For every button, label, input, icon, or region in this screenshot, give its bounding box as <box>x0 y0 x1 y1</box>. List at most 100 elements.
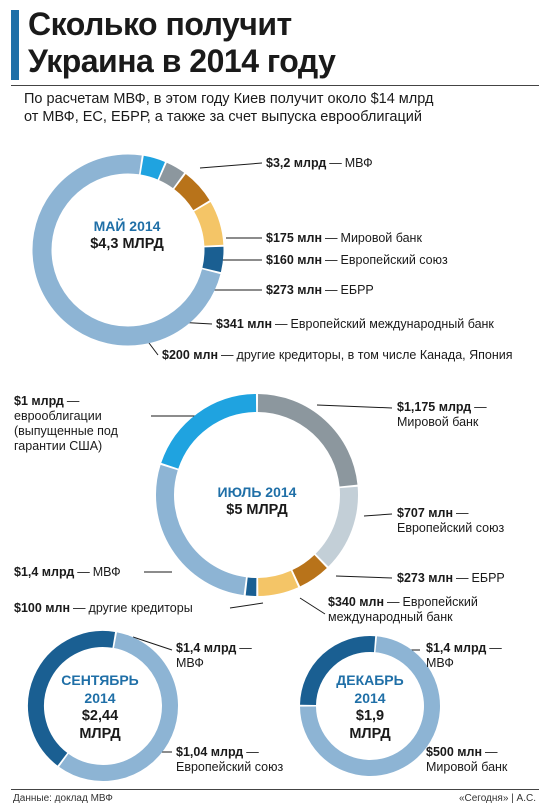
label-sep-imf-amount: $1,4 млрд <box>176 641 237 655</box>
subtitle: По расчетам МВФ, в этом году Киев получи… <box>24 90 534 126</box>
label-jul-bonds: $1 млрд — еврооблигации (выпущенные под г… <box>14 394 118 453</box>
center-dec-title-2: 2014 <box>354 690 386 706</box>
title-line-1: Сколько получит <box>28 6 292 42</box>
center-dec-title-1: ДЕКАБРЬ <box>336 672 404 688</box>
subtitle-line-2: от МВФ, ЕС, ЕБРР, а также за счет выпуск… <box>24 109 422 125</box>
label-sep-eu: $1,04 млрд — Европейский союз <box>176 745 284 774</box>
label-may-ebrd-name: ЕБРР <box>340 283 374 297</box>
label-jul-eu-name: Европейский союз <box>397 521 505 535</box>
label-dec-imf-amount: $1,4 млрд <box>426 641 487 655</box>
center-dec-total-2: МЛРД <box>349 726 391 742</box>
center-sep-total-2: МЛРД <box>79 726 121 742</box>
label-may-other-name: другие кредиторы, в том числе Канада, Яп… <box>236 348 513 362</box>
label-sep-eu-name: Европейский союз <box>176 760 284 774</box>
donut-1-slice-3 <box>257 570 299 596</box>
label-jul-eu-amount: $707 млн <box>397 506 454 520</box>
label-may-eib-amount: $341 млн <box>216 317 273 331</box>
donut-1-slice-1 <box>315 486 358 567</box>
label-jul-eu: $707 млн — Европейский союз <box>397 506 505 535</box>
donut-0-slice-0 <box>32 154 221 346</box>
label-dec-imf: $1,4 млрд — МВФ <box>426 641 505 671</box>
leader-jul-eib <box>299 597 326 615</box>
label-jul-bonds-line3: гарантии США) <box>14 439 103 453</box>
center-jul-total: $5 МЛРД <box>226 502 288 518</box>
center-sep-title-1: СЕНТЯБРЬ <box>61 672 139 688</box>
label-may-imf: $3,2 млрд — МВФ <box>266 156 373 170</box>
label-may-eu-name: Европейский союз <box>340 253 448 267</box>
subtitle-line-1: По расчетам МВФ, в этом году Киев получи… <box>24 91 434 107</box>
label-may-wb-amount: $175 млн <box>266 231 323 245</box>
label-may-ebrd: $273 млн — ЕБРР <box>266 283 374 297</box>
center-sep: СЕНТЯБРЬ 2014 $2,44 МЛРД <box>50 671 150 743</box>
label-dec-wb-name: Мировой банк <box>426 760 508 774</box>
label-jul-imf-name: МВФ <box>92 565 121 579</box>
center-sep-title-2: 2014 <box>84 690 116 706</box>
leader-sep-imf <box>132 636 173 651</box>
footer-source: Данные: доклад МВФ <box>13 793 113 804</box>
leader-jul-other <box>229 602 264 609</box>
label-jul-eib: $340 млн — Европейский международный банк <box>328 595 478 624</box>
label-may-imf-amount: $3,2 млрд <box>266 156 327 170</box>
label-may-wb: $175 млн — Мировой банк <box>266 231 422 245</box>
donut-0-slice-2 <box>158 162 185 189</box>
center-jul: ИЮЛЬ 2014 $5 МЛРД <box>202 483 312 519</box>
leader-jul-wb <box>316 404 393 409</box>
leader-jul-eu <box>363 513 393 517</box>
label-jul-bonds-line2: (выпущенные под <box>14 424 118 438</box>
label-may-other: $200 млн — другие кредиторы, в том числе К… <box>162 348 513 362</box>
label-dec-wb: $500 млн — Мировой банк <box>426 745 508 774</box>
center-may-title: МАЙ 2014 <box>93 218 161 234</box>
center-sep-total-1: $2,44 <box>81 708 119 724</box>
label-jul-eib-line2: международный банк <box>328 610 453 624</box>
donut-3-slice-1 <box>300 636 376 706</box>
label-jul-ebrd: $273 млн — ЕБРР <box>397 571 505 585</box>
label-jul-ebrd-amount: $273 млн <box>397 571 454 585</box>
donut-1-slice-0 <box>257 394 358 487</box>
label-jul-wb: $1,175 млрд — Мировой банк <box>397 400 490 430</box>
label-jul-eib-line1: Европейский <box>402 595 478 609</box>
label-jul-imf-amount: $1,4 млрд <box>14 565 75 579</box>
donut-0-slice-5 <box>202 246 224 273</box>
label-jul-eib-amount: $340 млн <box>328 595 385 609</box>
label-dec-wb-amount: $500 млн <box>426 745 483 759</box>
label-dec-imf-name: МВФ <box>426 656 454 670</box>
donut-0-slice-1 <box>140 155 165 180</box>
label-jul-other-amount: $100 млн <box>14 601 71 615</box>
title-divider <box>11 85 539 86</box>
label-jul-ebrd-name: ЕБРР <box>471 571 505 585</box>
label-jul-wb-amount: $1,175 млрд <box>397 400 472 414</box>
donut-2-slice-1 <box>28 631 116 766</box>
donut-0-slice-3 <box>174 173 210 211</box>
label-jul-bonds-line1: еврооблигации <box>14 409 102 423</box>
center-may-total: $4,3 МЛРД <box>90 236 164 252</box>
label-sep-imf-name: МВФ <box>176 656 204 670</box>
label-may-other-amount: $200 млн <box>162 348 219 362</box>
footer-credit: «Сегодня» | А.С. <box>458 793 536 804</box>
label-may-eu: $160 млн — Европейский союз <box>266 253 448 267</box>
label-may-eib-name: Европейский международный банк <box>290 317 494 331</box>
title-accent-bar <box>11 10 19 80</box>
center-jul-title: ИЮЛЬ 2014 <box>217 484 297 500</box>
label-sep-eu-amount: $1,04 млрд <box>176 745 244 759</box>
page-title: Сколько получит Украина в 2014 году <box>28 6 336 80</box>
label-jul-wb-name: Мировой банк <box>397 415 479 429</box>
label-jul-bonds-amount: $1 млрд <box>14 394 64 408</box>
donut-1-slice-6 <box>161 394 257 469</box>
label-may-eu-amount: $160 млн <box>266 253 323 267</box>
title-line-2: Украина в 2014 году <box>28 43 336 79</box>
donut-1-slice-4 <box>245 577 257 596</box>
donut-3-slice-0 <box>300 636 440 776</box>
label-jul-other: $100 млн — другие кредиторы <box>14 601 193 615</box>
label-may-eib: $341 млн — Европейский международный банк <box>216 317 494 331</box>
label-jul-other-name: другие кредиторы <box>88 601 193 615</box>
center-may: МАЙ 2014 $4,3 МЛРД <box>72 217 182 253</box>
label-may-wb-name: Мировой банк <box>340 231 422 245</box>
donut-1-slice-2 <box>292 554 327 587</box>
footer-divider <box>11 789 539 790</box>
label-sep-imf: $1,4 млрд — МВФ <box>176 641 255 671</box>
leader-may-imf <box>199 162 263 169</box>
label-may-imf-name: МВФ <box>344 156 373 170</box>
donut-2-slice-0 <box>59 632 178 781</box>
label-jul-imf: $1,4 млрд — МВФ <box>14 565 121 579</box>
